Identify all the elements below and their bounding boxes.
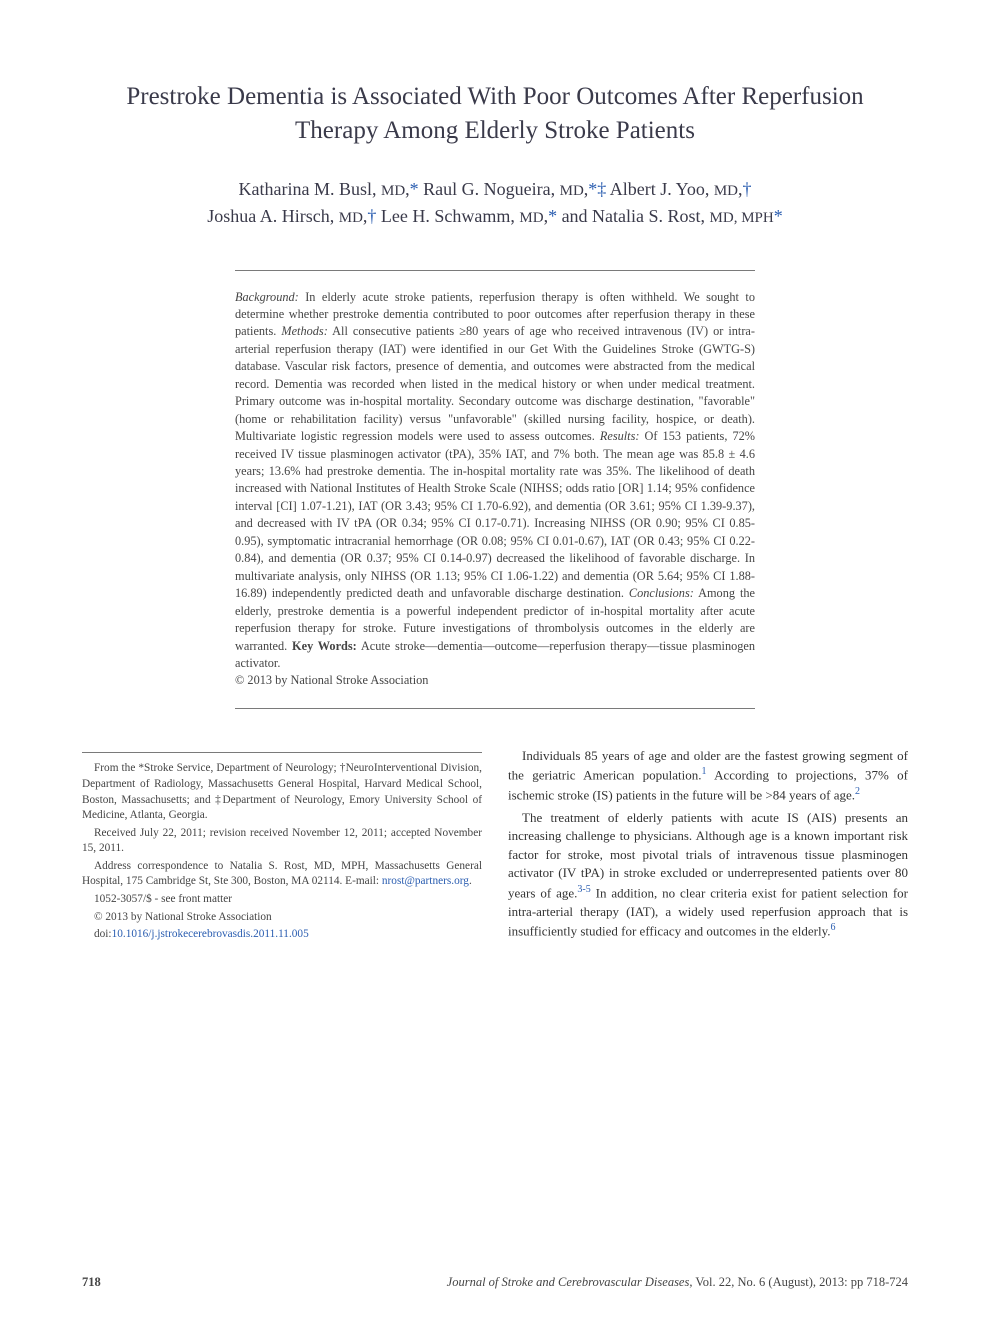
citation-ref-3-5[interactable]: 3-5 xyxy=(577,884,590,895)
affil-email-link[interactable]: nrost@partners.org xyxy=(382,875,469,887)
abstract-results-label: Results: xyxy=(600,429,640,443)
author-degree: MD xyxy=(339,210,363,226)
abstract-keywords-label: Key Words: xyxy=(292,639,357,653)
author-name-fragment: Albert J. Yoo, xyxy=(606,179,714,199)
right-column: Individuals 85 years of age and older ar… xyxy=(508,747,908,945)
affil-doi-prefix: doi: xyxy=(94,928,112,940)
authors-line-1: Katharina M. Busl, MD,* Raul G. Nogueira… xyxy=(82,176,908,203)
left-column: From the *Stroke Service, Department of … xyxy=(82,747,482,945)
affil-correspondence: Address correspondence to Natalia S. Ros… xyxy=(82,859,482,890)
author-degree: MD xyxy=(714,183,738,199)
affil-issn: 1052-3057/$ - see front matter xyxy=(82,892,482,908)
journal-citation: Journal of Stroke and Cerebrovascular Di… xyxy=(447,1275,908,1290)
affil-doi-link[interactable]: 10.1016/j.jstrokecerebrovasdis.2011.11.0… xyxy=(112,928,309,940)
abstract-text: Background: In elderly acute stroke pati… xyxy=(235,289,755,690)
author-name-fragment: and Natalia S. Rost, xyxy=(557,206,709,226)
affil-copyright: © 2013 by National Stroke Association xyxy=(82,910,482,926)
abstract-background-label: Background: xyxy=(235,290,299,304)
citation-ref-6[interactable]: 6 xyxy=(831,922,836,933)
journal-name: Journal of Stroke and Cerebrovascular Di… xyxy=(447,1275,693,1289)
abstract-copyright: © 2013 by National Stroke Association xyxy=(235,673,428,687)
body-paragraph-2: The treatment of elderly patients with a… xyxy=(508,809,908,941)
abstract-results: Of 153 patients, 72% received IV tissue … xyxy=(235,429,755,600)
affiliations-block: From the *Stroke Service, Department of … xyxy=(82,752,482,944)
abstract-container: Background: In elderly acute stroke pati… xyxy=(235,270,755,709)
author-affil-symbol: * xyxy=(410,179,419,199)
author-name-fragment: Joshua A. Hirsch, xyxy=(207,206,339,226)
author-affil-symbol: * xyxy=(548,206,557,226)
author-affil-symbol: * xyxy=(774,206,783,226)
authors-block: Katharina M. Busl, MD,* Raul G. Nogueira… xyxy=(82,176,908,230)
lower-columns: From the *Stroke Service, Department of … xyxy=(82,747,908,945)
author-name-fragment: Katharina M. Busl, xyxy=(239,179,381,199)
abstract-methods: All consecutive patients ≥80 years of ag… xyxy=(235,324,755,443)
page-footer: 718 Journal of Stroke and Cerebrovascula… xyxy=(82,1275,908,1290)
author-affil-symbol: † xyxy=(743,179,752,199)
article-title: Prestroke Dementia is Associated With Po… xyxy=(82,80,908,148)
author-degree: MD xyxy=(560,183,584,199)
citation-ref-2[interactable]: 2 xyxy=(855,786,860,797)
affil-received: Received July 22, 2011; revision receive… xyxy=(82,826,482,857)
journal-issue: Vol. 22, No. 6 (August), 2013: pp 718-72… xyxy=(692,1275,908,1289)
affil-from: From the *Stroke Service, Department of … xyxy=(82,761,482,823)
author-affil-symbol: *‡ xyxy=(588,179,606,199)
author-degree: MD xyxy=(519,210,543,226)
affil-doi: doi:10.1016/j.jstrokecerebrovasdis.2011.… xyxy=(82,927,482,943)
author-name-fragment: Lee H. Schwamm, xyxy=(376,206,519,226)
author-name-fragment: Raul G. Nogueira, xyxy=(419,179,560,199)
authors-line-2: Joshua A. Hirsch, MD,† Lee H. Schwamm, M… xyxy=(82,203,908,230)
abstract-methods-label: Methods: xyxy=(281,324,327,338)
page-number: 718 xyxy=(82,1275,101,1290)
affil-email-suffix: . xyxy=(469,875,472,887)
abstract-conclusions-label: Conclusions: xyxy=(629,586,694,600)
author-degree: MD, MPH xyxy=(710,210,774,226)
body-paragraph-1: Individuals 85 years of age and older ar… xyxy=(508,747,908,805)
author-degree: MD xyxy=(381,183,405,199)
